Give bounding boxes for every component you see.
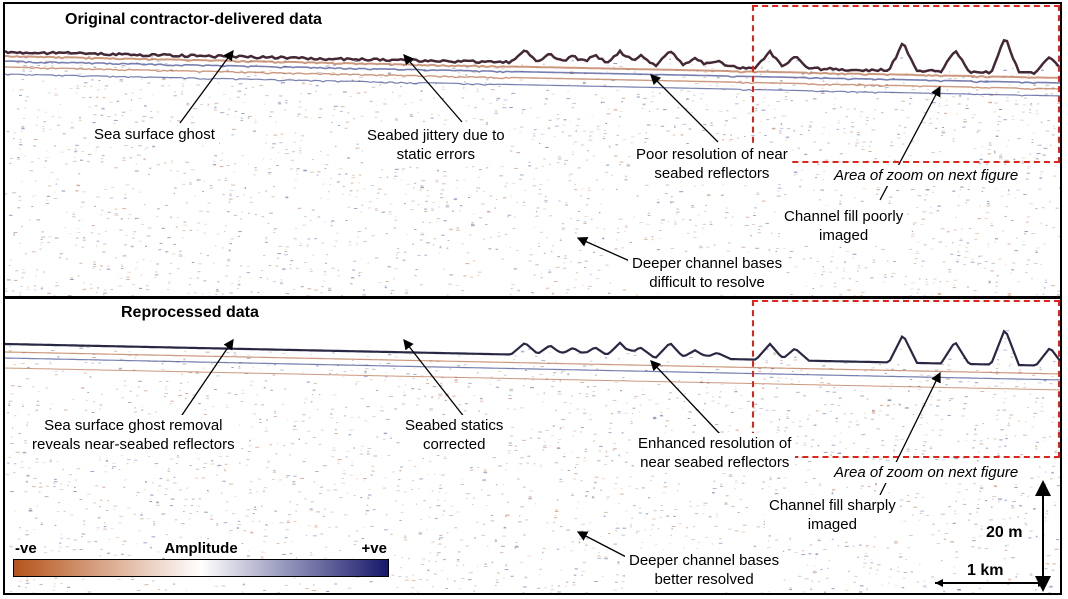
label-seabed-jittery: Seabed jittery due to static errors	[363, 125, 509, 165]
label-channel-fill-top: Channel fill poorly imaged	[780, 206, 908, 246]
horizontal-scale-label: 1 km	[964, 562, 1007, 580]
original-seismic-section	[5, 38, 1060, 296]
colorbar-title: Amplitude	[161, 540, 241, 557]
vertical-scale-label: 20 m	[983, 524, 1026, 542]
label-statics-corrected: Seabed statics corrected	[401, 415, 508, 455]
original-panel-title: Original contractor-delivered data	[65, 11, 322, 28]
seismic-reflector	[5, 38, 1060, 76]
seismic-reflector	[5, 367, 1060, 391]
label-channel-fill-bottom: Channel fill sharply imaged	[765, 495, 900, 535]
label-ghost-removal: Sea surface ghost removal reveals near-s…	[28, 415, 239, 455]
seismic-reflector	[5, 351, 1060, 375]
colorbar-neg-label: -ve	[13, 540, 39, 557]
reprocessed-panel-title: Reprocessed data	[121, 304, 259, 321]
label-area-of-zoom-bottom: Area of zoom on next figure	[830, 462, 1023, 483]
label-deeper-bases-bottom: Deeper channel bases better resolved	[625, 550, 784, 590]
original-data-panel: Original contractor-delivered data	[3, 2, 1062, 298]
label-deeper-bases-top: Deeper channel bases difficult to resolv…	[628, 253, 787, 293]
colorbar-gradient	[13, 559, 389, 577]
label-area-of-zoom-top: Area of zoom on next figure	[830, 165, 1023, 186]
colorbar-pos-label: +ve	[359, 540, 389, 557]
label-sea-surface-ghost: Sea surface ghost	[90, 124, 219, 145]
label-enhanced-resolution: Enhanced resolution of near seabed refle…	[634, 433, 796, 473]
label-poor-resolution: Poor resolution of near seabed reflector…	[632, 144, 792, 184]
